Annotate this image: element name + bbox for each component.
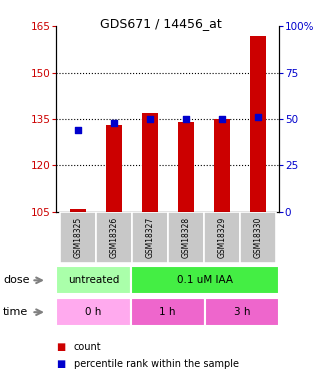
Bar xyxy=(240,212,276,262)
Bar xyxy=(250,36,266,212)
Text: GSM18328: GSM18328 xyxy=(181,217,190,258)
Point xyxy=(147,116,152,122)
Point xyxy=(111,120,116,126)
Text: 1 h: 1 h xyxy=(160,307,176,317)
Text: GDS671 / 14456_at: GDS671 / 14456_at xyxy=(100,17,221,30)
Bar xyxy=(70,209,86,212)
Text: count: count xyxy=(74,342,101,352)
Bar xyxy=(56,266,131,294)
Bar xyxy=(131,266,279,294)
Bar xyxy=(56,298,131,326)
Text: 3 h: 3 h xyxy=(234,307,250,317)
Text: 0.1 uM IAA: 0.1 uM IAA xyxy=(177,275,233,285)
Text: 0 h: 0 h xyxy=(85,307,101,317)
Text: ■: ■ xyxy=(56,342,65,352)
Bar xyxy=(213,119,230,212)
Text: GSM18326: GSM18326 xyxy=(109,217,118,258)
Bar xyxy=(205,298,279,326)
Text: GSM18330: GSM18330 xyxy=(253,216,262,258)
Bar xyxy=(96,212,132,262)
Point xyxy=(183,116,188,122)
Text: percentile rank within the sample: percentile rank within the sample xyxy=(74,359,239,369)
Text: GSM18325: GSM18325 xyxy=(73,217,82,258)
Bar xyxy=(204,212,240,262)
Point xyxy=(75,127,80,133)
Point xyxy=(255,114,260,120)
Bar xyxy=(106,125,122,212)
Text: dose: dose xyxy=(3,275,30,285)
Bar xyxy=(132,212,168,262)
Text: GSM18327: GSM18327 xyxy=(145,217,154,258)
Bar xyxy=(168,212,204,262)
Text: ■: ■ xyxy=(56,359,65,369)
Bar xyxy=(60,212,96,262)
Bar xyxy=(178,122,194,212)
Bar xyxy=(131,298,205,326)
Text: time: time xyxy=(3,307,29,317)
Point xyxy=(219,116,224,122)
Text: GSM18329: GSM18329 xyxy=(217,217,226,258)
Bar xyxy=(142,113,158,212)
Text: untreated: untreated xyxy=(68,275,119,285)
